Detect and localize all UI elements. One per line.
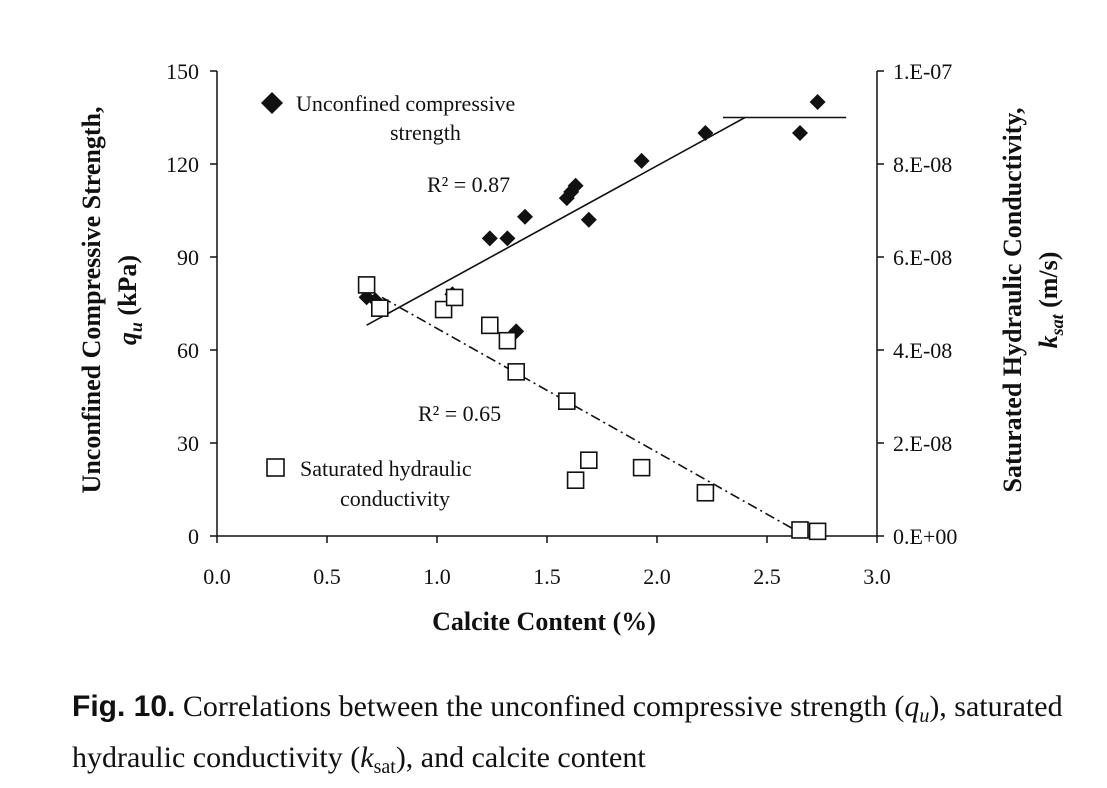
legend-diamond-icon bbox=[261, 92, 283, 114]
strength-point bbox=[697, 125, 713, 141]
legend-conductivity: Saturated hydraulic conductivity bbox=[267, 456, 472, 511]
x-tick-label: 1.0 bbox=[423, 564, 451, 589]
conductivity-point bbox=[810, 523, 826, 539]
x-axis-title: Calcite Content (%) bbox=[432, 607, 656, 636]
conductivity-point bbox=[581, 452, 597, 468]
figure-number: Fig. 10. bbox=[72, 690, 175, 723]
legend-strength: Unconfined compressive strength bbox=[261, 91, 515, 145]
figure-caption: Fig. 10. Correlations between the unconf… bbox=[72, 686, 1082, 788]
conductivity-point bbox=[508, 364, 524, 380]
y-left-axis-unit: qu (kPa) bbox=[113, 255, 146, 345]
y-left-title-line1: Unconfined Compressive Strength, bbox=[77, 107, 106, 494]
x-tick-label: 0.5 bbox=[313, 564, 341, 589]
y-left-tick-label: 60 bbox=[177, 338, 199, 363]
legend-square-icon bbox=[267, 459, 284, 476]
trend-line bbox=[367, 118, 745, 326]
legend-strength-line2: strength bbox=[390, 120, 461, 145]
strength-point bbox=[482, 230, 498, 246]
strength-point bbox=[517, 209, 533, 225]
y-left-tick-label: 0 bbox=[188, 524, 199, 549]
conductivity-point bbox=[447, 289, 463, 305]
x-tick-label: 1.5 bbox=[533, 564, 561, 589]
y-left-tick-label: 90 bbox=[177, 245, 199, 270]
caption-k-sub: sat bbox=[374, 756, 396, 778]
y-left-var-sub: u bbox=[126, 322, 146, 332]
x-tick-label: 2.5 bbox=[753, 564, 781, 589]
y-right-axis-unit: ksat (m/s) bbox=[1034, 252, 1067, 349]
y-right-axis-title: Saturated Hydraulic Conductivity, bbox=[998, 108, 1027, 493]
conductivity-point bbox=[482, 317, 498, 333]
y-right-tick-label: 0.E+00 bbox=[893, 524, 957, 549]
y-left-tick-label: 150 bbox=[166, 59, 199, 84]
y-left-unit: (kPa) bbox=[113, 255, 142, 322]
strength-point bbox=[581, 212, 597, 228]
conductivity-point bbox=[359, 277, 375, 293]
x-tick-label: 3.0 bbox=[863, 564, 891, 589]
y-left-axis-title: Unconfined Compressive Strength, bbox=[77, 107, 106, 494]
conductivity-point bbox=[792, 522, 808, 538]
legend-strength-line1: Unconfined compressive bbox=[296, 91, 515, 116]
y-right-tick-label: 6.E-08 bbox=[893, 245, 952, 270]
legend-conductivity-line2: conductivity bbox=[340, 486, 450, 511]
x-tick-label: 2.0 bbox=[643, 564, 671, 589]
conductivity-point bbox=[372, 300, 388, 316]
r2-strength-label: R² = 0.87 bbox=[427, 172, 510, 197]
y-right-unit: (m/s) bbox=[1034, 252, 1063, 315]
caption-q: q bbox=[904, 690, 919, 723]
y-right-var: k bbox=[1034, 335, 1063, 348]
conductivity-point bbox=[499, 333, 515, 349]
caption-text-3: ), and calcite content bbox=[396, 741, 646, 774]
strength-point bbox=[634, 153, 650, 169]
conductivity-point bbox=[697, 485, 713, 501]
legend-conductivity-line1: Saturated hydraulic bbox=[300, 456, 472, 481]
y-right-title-line1: Saturated Hydraulic Conductivity, bbox=[998, 108, 1027, 493]
conductivity-point bbox=[634, 460, 650, 476]
caption-k: k bbox=[360, 741, 373, 774]
y-right-tick-label: 2.E-08 bbox=[893, 431, 952, 456]
x-tick-label: 0.0 bbox=[203, 564, 231, 589]
caption-text-1: Correlations between the unconfined comp… bbox=[175, 690, 904, 723]
y-right-tick-label: 4.E-08 bbox=[893, 338, 952, 363]
conductivity-point bbox=[559, 393, 575, 409]
y-left-tick-label: 30 bbox=[177, 431, 199, 456]
y-left-var: q bbox=[113, 332, 142, 345]
caption-q-sub: u bbox=[919, 705, 929, 727]
axes-layer: 0.0 0.5 1.0 1.5 2.0 2.5 3.0 0 30 60 90 120 150 0.E+00… bbox=[166, 59, 957, 589]
y-right-tick-label: 1.E-07 bbox=[893, 59, 952, 84]
conductivity-point bbox=[568, 472, 584, 488]
y-right-tick-label: 8.E-08 bbox=[893, 152, 952, 177]
y-right-var-sub: sat bbox=[1047, 313, 1067, 336]
chart: 0.0 0.5 1.0 1.5 2.0 2.5 3.0 0 30 60 90 120 150 0.E+00… bbox=[0, 0, 1107, 660]
y-left-tick-label: 120 bbox=[166, 152, 199, 177]
strength-point bbox=[810, 94, 826, 110]
strength-point bbox=[792, 125, 808, 141]
r2-conductivity-label: R² = 0.65 bbox=[418, 401, 501, 426]
